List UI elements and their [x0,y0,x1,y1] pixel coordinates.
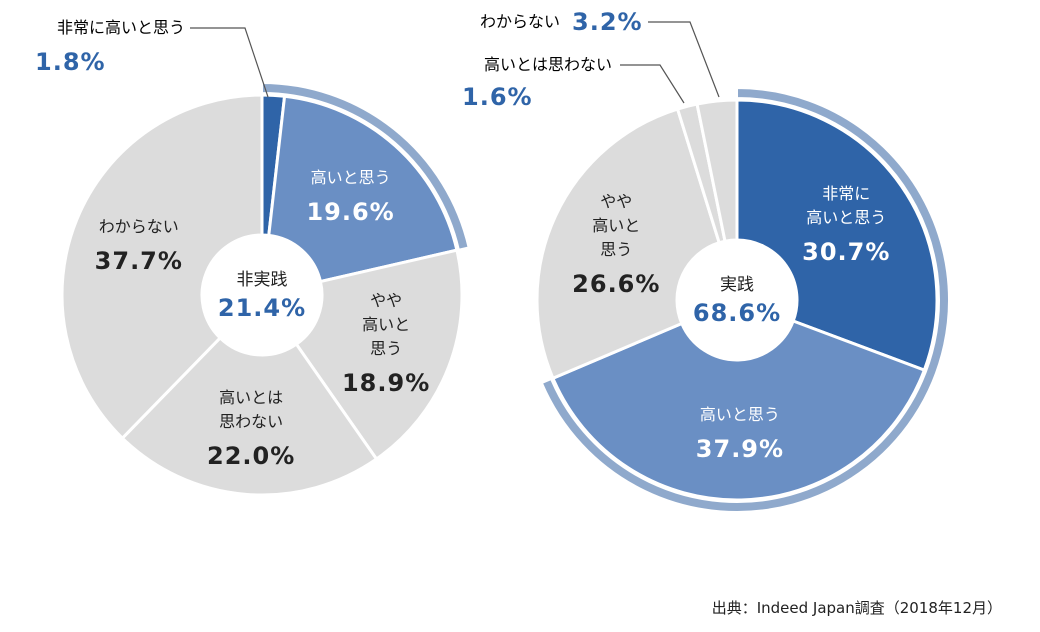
segment-label: やや 高いと 思う [362,290,411,358]
segment-label: わからない [98,216,179,236]
donut-segment [60,93,264,441]
donut-segment [267,94,459,284]
segment-value: 1.8% [35,48,106,76]
segment-label: 高いと思う [699,404,780,424]
segment-label: 非常に高いと思う [56,18,185,37]
segment-label: 非常に 高いと思う [806,184,887,228]
segment-value: 18.9% [341,368,431,397]
donut-segment [535,107,722,381]
segment-value: 22.0% [207,441,296,470]
donut-segment [120,335,379,497]
donut-segment [695,98,739,243]
center-title: 実践 [719,275,754,295]
segment-value: 19.6% [306,197,395,226]
leader-line [620,64,685,104]
donut-segment [294,248,464,462]
center-title: 非実践 [236,270,288,290]
segment-label-group: 高いと思う 37.9% [696,403,784,463]
center-label-group: 非実践 21.4% [218,268,306,322]
segment-label-group: やや 高いと 思う 18.9% [342,289,430,397]
segment-value: 3.2% [572,8,643,36]
donut-segment [735,98,939,373]
segment-label-group: 高いとは 思わない 22.0% [207,386,295,470]
segment-label-group: 高いと思う 19.6% [306,166,394,226]
segment-value: 26.6% [572,270,661,299]
highlight-ring [540,86,950,513]
segment-label-group: 非常に 高いと思う 30.7% [802,182,890,266]
center-label-group: 実践 68.6% [693,273,781,327]
donut-segment [550,319,927,502]
segment-value: 37.9% [695,434,785,463]
segment-label: わからない [479,12,560,31]
leader-line [648,21,720,98]
segment-value: 37.7% [94,246,183,275]
segment-label-group: わからない 37.7% [95,215,183,275]
center-value: 68.6% [692,299,782,327]
highlight-ring [261,81,470,251]
leader-line [190,27,269,98]
source: 出典：Indeed Japan調査（2018年12月） [711,599,1002,617]
center-value: 21.4% [217,294,307,322]
segment-label: やや 高いと 思う [592,192,641,260]
segment-label-group: やや 高いと 思う 26.6% [572,190,660,298]
segment-label: 高いとは思わない [483,55,612,74]
segment-value: 30.7% [802,238,891,267]
segment-label: 高いと思う [310,167,391,187]
segment-value: 1.6% [462,83,533,111]
segment-label: 高いとは 思わない [219,387,284,431]
